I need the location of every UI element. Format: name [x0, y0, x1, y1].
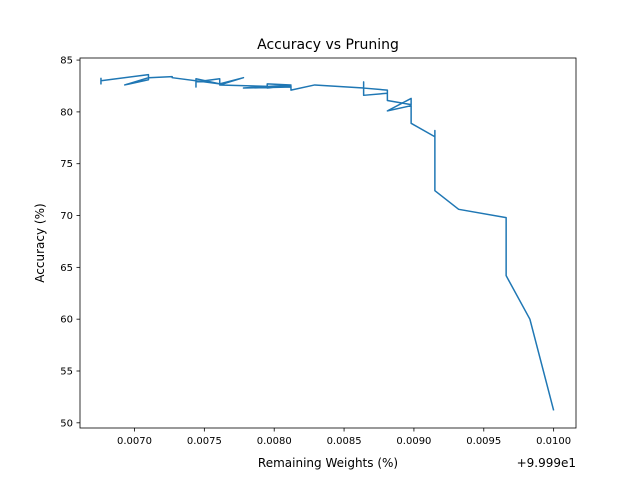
y-tick-label: 55 — [60, 366, 73, 377]
x-axis-ticks: 0.0070 0.0075 0.0080 0.0085 0.0090 0.0095 0.01… — [117, 428, 571, 447]
plot-frame — [79, 57, 577, 429]
chart-title: Accuracy vs Pruning — [257, 37, 399, 53]
y-axis-ticks: 50 55 60 65 70 75 80 85 — [60, 56, 80, 429]
y-tick-label: 50 — [60, 418, 73, 429]
x-axis-label: Remaining Weights (%) — [258, 456, 398, 470]
y-tick-label: 80 — [60, 107, 73, 118]
x-tick-label: 0.0075 — [187, 436, 222, 447]
accuracy-line — [100, 73, 555, 411]
x-tick-label: 0.0085 — [327, 436, 362, 447]
y-axis-label: Accuracy (%) — [33, 203, 47, 282]
x-tick-label: 0.0080 — [257, 436, 292, 447]
plot-area-background — [80, 58, 576, 428]
x-tick-label: 0.0100 — [536, 436, 571, 447]
y-tick-label: 70 — [60, 211, 73, 222]
x-tick-label: 0.0090 — [396, 436, 431, 447]
x-tick-label: 0.0095 — [466, 436, 501, 447]
y-tick-label: 60 — [60, 315, 73, 326]
x-axis-offset-label: +9.999e1 — [517, 456, 576, 470]
y-tick-label: 65 — [60, 263, 73, 274]
x-tick-label: 0.0070 — [117, 436, 152, 447]
y-tick-label: 75 — [60, 159, 73, 170]
y-tick-label: 85 — [60, 56, 73, 67]
